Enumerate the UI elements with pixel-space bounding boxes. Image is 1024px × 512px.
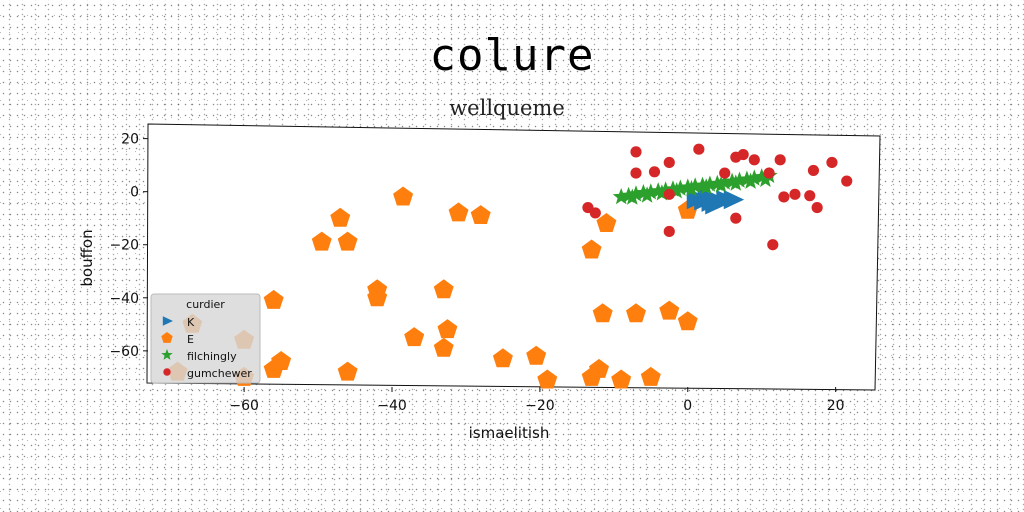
legend-marker-gumchewer [163,368,171,376]
legend-label-e: E [187,333,194,346]
point-filchingly [731,171,749,188]
point-k [705,195,726,215]
legend-title: curdier [186,298,225,311]
point-filchingly [686,177,704,194]
x-tick-label: −60 [229,398,259,414]
point-filchingly [668,182,686,199]
legend-marker-filchingly [161,349,173,360]
point-filchingly [756,170,774,187]
point-gumchewer [789,188,801,200]
y-tick-label: −20 [109,238,139,254]
point-e [337,361,358,381]
point-filchingly [716,173,734,190]
point-e [263,289,284,309]
point-gumchewer [589,207,601,219]
point-filchingly [638,186,656,203]
point-gumchewer [663,188,675,200]
point-e [659,300,680,320]
point-e [433,279,454,299]
chart-subtitle: wellqueme [449,96,565,120]
point-e [626,303,646,323]
point-e [677,311,698,331]
point-gumchewer [807,164,820,177]
point-filchingly [653,184,671,201]
point-filchingly [657,181,675,198]
legend-label-filchingly: filchingly [187,350,237,363]
point-e [437,319,458,339]
point-gumchewer [630,146,642,158]
point-filchingly [727,174,745,191]
chart-title: colure [429,30,595,81]
point-gumchewer [826,156,838,169]
point-e [404,327,425,347]
point-gumchewer [719,167,731,179]
point-gumchewer [763,167,775,179]
point-gumchewer [663,225,675,238]
point-e [393,186,414,206]
point-e [537,369,558,389]
point-e [640,366,661,386]
point-filchingly [682,180,700,197]
point-gumchewer [693,143,705,155]
point-e [526,345,547,365]
y-tick-label: −60 [109,344,139,360]
point-e [448,202,469,222]
point-filchingly [649,182,667,199]
point-filchingly [642,183,660,200]
point-filchingly [712,176,730,193]
point-gumchewer [748,154,760,166]
legend-label-gumchewer: gumchewer [187,367,252,380]
point-gumchewer [648,166,661,178]
point-gumchewer [730,212,742,224]
point-filchingly [612,188,630,205]
point-e [596,213,617,232]
point-e [470,205,491,224]
x-tick-label: 20 [827,398,845,414]
point-filchingly [742,172,760,189]
legend-marker-k [162,316,173,326]
point-filchingly [701,175,719,192]
point-gumchewer [767,239,779,251]
y-axis-label: bouffon [78,229,96,286]
point-k [723,190,745,210]
point-gumchewer [804,190,816,202]
x-tick-label: −40 [377,398,407,414]
legend-box [150,293,261,384]
x-tick-label: −20 [525,398,555,414]
point-filchingly [753,168,771,185]
point-e [433,337,454,357]
point-e [263,358,284,378]
x-axis-label: ismaelitish [469,424,550,442]
point-filchingly [697,178,715,195]
point-e [592,303,613,323]
point-filchingly [745,169,763,186]
point-e [311,231,332,251]
y-tick-label: 20 [121,132,139,148]
point-filchingly [623,188,641,205]
point-e [589,358,609,378]
point-e [492,348,513,368]
point-gumchewer [630,167,642,179]
legend-marker-e [161,332,173,343]
y-tick-label: 0 [130,185,139,201]
point-gumchewer [737,148,749,161]
point-gumchewer [663,156,675,169]
point-gumchewer [841,175,853,187]
point-filchingly [627,185,645,202]
x-tick-label: 0 [683,398,692,414]
point-e [330,207,351,227]
point-e [581,239,602,259]
point-gumchewer [811,202,823,214]
point-gumchewer [778,191,790,203]
point-e [367,287,388,307]
y-tick-label: −40 [109,291,139,307]
point-gumchewer [774,154,786,166]
point-filchingly [634,184,652,201]
point-e [611,369,632,389]
point-e [337,231,358,251]
legend-label-k: K [187,316,195,329]
point-filchingly [671,179,689,196]
